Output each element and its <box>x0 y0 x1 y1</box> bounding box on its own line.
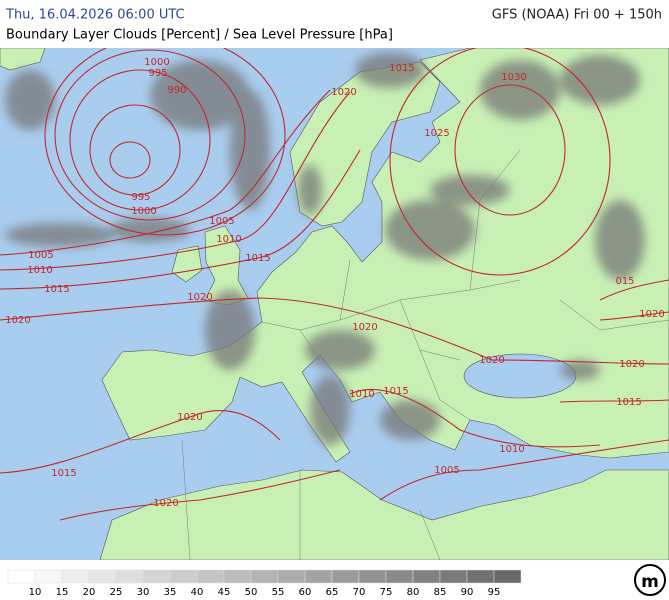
legend-swatch <box>88 569 117 584</box>
isobar-label: 1005 <box>434 465 459 476</box>
isobar-label: 1020 <box>352 322 377 333</box>
legend-label: 20 <box>83 587 96 598</box>
isobar-label: 1020 <box>177 412 202 423</box>
isobar-label: 1015 <box>383 386 408 397</box>
map-title: Boundary Layer Clouds [Percent] / Sea Le… <box>6 28 393 43</box>
legend-label: 60 <box>299 587 312 598</box>
legend-label: 10 <box>29 587 42 598</box>
legend-swatch <box>61 569 90 584</box>
legend-label: 65 <box>326 587 339 598</box>
isobar-label: 1000 <box>131 206 156 217</box>
isobar-label: 995 <box>148 68 167 79</box>
legend-swatch <box>466 569 495 584</box>
isobar-label: 1015 <box>245 253 270 264</box>
legend-swatch <box>331 569 360 584</box>
legend-label: 80 <box>407 587 420 598</box>
legend-label: 35 <box>164 587 177 598</box>
datetime: Thu, 16.04.2026 06:00 UTC <box>5 8 185 23</box>
isobar-label: 1010 <box>27 265 52 276</box>
isobar-label: 1010 <box>349 389 374 400</box>
land <box>0 48 46 71</box>
isobar-label: 1025 <box>424 128 449 139</box>
legend-swatch <box>493 569 522 584</box>
clouds <box>5 52 645 445</box>
model-info: GFS (NOAA) Fri 00 + 150h <box>492 8 662 23</box>
legend-swatch <box>34 569 63 584</box>
legend-label: 95 <box>488 587 501 598</box>
legend-label: 50 <box>245 587 258 598</box>
legend-label: 55 <box>272 587 285 598</box>
isobar-label: 990 <box>167 85 186 96</box>
logo: m <box>641 572 659 592</box>
isobar-label: 1000 <box>144 57 169 68</box>
isobar-label: 1020 <box>331 87 356 98</box>
legend-swatch <box>277 569 306 584</box>
isobar-label: 1015 <box>616 397 641 408</box>
legend-label: 45 <box>218 587 231 598</box>
legend-swatch <box>304 569 333 584</box>
land <box>289 61 441 227</box>
logo-circle <box>634 564 666 596</box>
isobar-label: 1020 <box>639 309 664 320</box>
legend-swatch <box>142 569 171 584</box>
legend-swatch <box>412 569 441 584</box>
legend-swatch <box>7 569 36 584</box>
legend-label: 70 <box>353 587 366 598</box>
isobar-label: 1010 <box>499 444 524 455</box>
legend-swatch <box>250 569 279 584</box>
isobar-label: 1020 <box>5 315 30 326</box>
legend-label: 30 <box>137 587 150 598</box>
isobars <box>0 48 669 521</box>
isobar-label: 1030 <box>501 72 526 83</box>
isobar-label: 1010 <box>216 234 241 245</box>
isobar-label: 1005 <box>209 216 234 227</box>
legend-swatch <box>385 569 414 584</box>
legend: 10 15 20 25 30 35 40 45 50 55 60 65 70 75 80 85 90 95 <box>7 569 522 598</box>
isobar-label: 1015 <box>389 63 414 74</box>
legend-label: 25 <box>110 587 123 598</box>
isobar-label: 1020 <box>479 355 504 366</box>
legend-label: 40 <box>191 587 204 598</box>
isobar-label: 1015 <box>51 468 76 479</box>
isobar-label: 015 <box>615 276 634 287</box>
legend-swatch <box>169 569 198 584</box>
isobar-label: 995 <box>131 192 150 203</box>
isobar-label: 1020 <box>619 359 644 370</box>
map: 1000995990995100010051010100510101015101… <box>0 48 669 560</box>
legend-label: 15 <box>56 587 69 598</box>
legend-swatch <box>358 569 387 584</box>
isobar-label: 1005 <box>28 250 53 261</box>
legend-swatch <box>115 569 144 584</box>
legend-label: 75 <box>380 587 393 598</box>
isobar-label: 1015 <box>44 284 69 295</box>
legend-swatch <box>196 569 225 584</box>
isobar-label: 1020 <box>187 292 212 303</box>
legend-swatch <box>439 569 468 584</box>
isobar-label: 1020 <box>153 498 178 509</box>
legend-label: 85 <box>434 587 447 598</box>
legend-label: 90 <box>461 587 474 598</box>
legend-swatch <box>223 569 252 584</box>
